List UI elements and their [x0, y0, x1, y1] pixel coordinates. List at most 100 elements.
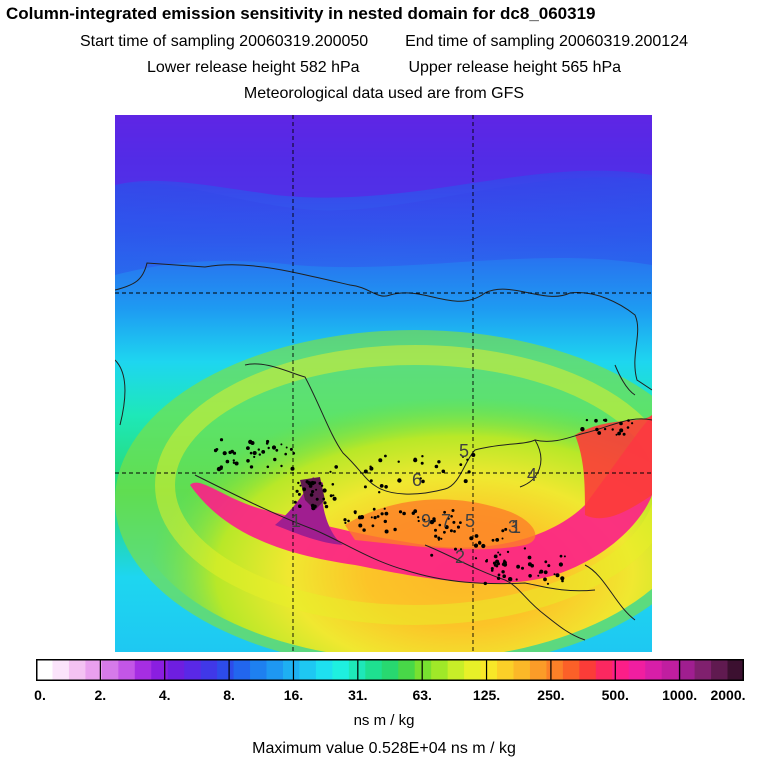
colorbar-tick-label: 125.: [472, 687, 501, 703]
upper-release-label: Upper release height 565 hPa: [408, 59, 622, 76]
colorbar-swatch: [612, 659, 630, 681]
colorbar-swatch: [529, 659, 548, 681]
release-point: [384, 454, 387, 458]
release-point: [413, 458, 418, 463]
point-label: 9: [421, 511, 431, 531]
colorbar-tick-label: 31.: [348, 687, 368, 703]
colorbar-swatch: [562, 659, 580, 681]
met-data-label: Meteorological data used are from GFS: [243, 85, 525, 102]
release-point: [506, 550, 510, 554]
release-point: [261, 450, 266, 454]
release-point: [393, 527, 397, 532]
colorbar-swatch: [250, 659, 268, 681]
release-point: [558, 562, 563, 567]
release-point: [459, 548, 463, 551]
release-point: [373, 516, 377, 520]
lower-release-label: Lower release height 582 hPa: [146, 59, 360, 76]
release-point: [421, 455, 424, 458]
release-point: [585, 418, 589, 422]
colorbar-swatch: [678, 659, 696, 681]
release-point: [383, 519, 387, 524]
release-point: [437, 460, 441, 464]
release-point: [232, 459, 235, 462]
release-point: [298, 504, 302, 509]
point-label: 7: [441, 511, 451, 531]
release-point: [611, 428, 614, 431]
release-point: [384, 529, 389, 534]
release-point: [434, 534, 438, 538]
blue-band: [115, 177, 652, 275]
release-point: [284, 452, 287, 456]
colorbar-swatch: [513, 659, 531, 681]
release-point: [491, 538, 495, 542]
point-label: 2: [455, 547, 465, 567]
release-point: [253, 455, 256, 458]
release-point: [302, 487, 307, 492]
colorbar-swatch: [628, 659, 646, 681]
release-point: [250, 441, 255, 445]
point-labels: 1 2 3 4 5 6 7 9 1 5: [291, 441, 537, 567]
release-point: [297, 481, 300, 485]
colorbar-swatch: [546, 659, 564, 681]
release-point: [331, 483, 335, 486]
sampling-times: Start time of sampling 20060319.200050 E…: [0, 33, 768, 51]
release-point: [324, 504, 329, 509]
colorbar-swatch: [711, 659, 729, 681]
release-point: [266, 465, 270, 469]
release-point: [273, 457, 277, 462]
point-label: 5: [465, 511, 475, 531]
release-point: [430, 553, 434, 557]
release-point: [249, 451, 253, 455]
release-point: [481, 543, 486, 549]
release-point: [323, 501, 327, 505]
release-point: [322, 497, 325, 501]
release-point: [503, 559, 506, 562]
release-point: [320, 484, 324, 487]
colorbar-tick-label: 4.: [158, 687, 171, 703]
release-point: [528, 574, 532, 578]
release-point: [602, 419, 606, 422]
release-point: [379, 484, 384, 488]
release-point: [547, 564, 551, 568]
colorbar-swatch: [167, 659, 185, 681]
release-point: [499, 553, 502, 556]
release-point: [432, 519, 436, 523]
colorbar-swatch: [52, 659, 70, 681]
release-point: [267, 446, 270, 450]
colorbar-swatch: [299, 659, 317, 681]
release-point: [378, 458, 383, 463]
yellow-ring: [155, 345, 652, 625]
release-point: [454, 547, 457, 551]
release-point: [467, 470, 471, 474]
colorbar-swatch: [447, 659, 465, 681]
release-point: [501, 537, 504, 540]
release-point: [560, 576, 565, 581]
point-label: 5: [459, 441, 469, 461]
release-point: [397, 460, 400, 463]
release-point: [232, 461, 236, 464]
release-point: [299, 484, 302, 487]
release-point: [234, 461, 239, 466]
release-point: [622, 432, 626, 436]
release-point: [451, 509, 455, 512]
release-point: [459, 463, 463, 466]
release-point: [615, 433, 618, 436]
release-point: [265, 442, 269, 445]
release-point: [543, 570, 548, 575]
magenta-arc: [190, 415, 652, 584]
release-point: [537, 574, 540, 577]
release-point: [619, 421, 623, 426]
colorbar-swatch: [184, 659, 202, 681]
release-point: [275, 448, 279, 452]
release-point: [474, 557, 478, 560]
release-point: [402, 511, 406, 516]
release-point: [252, 451, 257, 455]
colorbar-tick-label: 63.: [412, 687, 432, 703]
release-point: [497, 573, 501, 577]
release-point: [597, 431, 602, 435]
release-point: [466, 458, 469, 461]
release-point: [496, 576, 501, 580]
release-point: [344, 521, 347, 524]
release-point: [504, 527, 508, 531]
release-point: [502, 562, 508, 567]
